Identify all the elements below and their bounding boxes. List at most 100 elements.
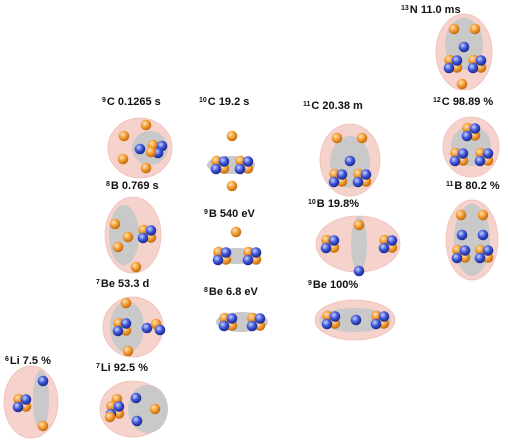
neutron-ball (467, 62, 479, 74)
proton-ball (475, 147, 486, 159)
neutron-ball (360, 169, 372, 180)
neutron-ball (321, 318, 333, 330)
neutron-ball (242, 156, 254, 167)
proton-ball (149, 403, 161, 415)
label-c10: 10C 19.2 s (199, 96, 250, 108)
nucleus-be7 (102, 296, 166, 358)
neutron-ball (353, 265, 365, 277)
label-be9: 9Be 100% (308, 279, 359, 291)
neutron-ball (474, 252, 486, 264)
proton-ball (118, 130, 130, 142)
proton-ball (117, 153, 129, 165)
nucleus-c12 (442, 116, 500, 178)
nucleus-be8 (216, 312, 268, 332)
neutron-ball (378, 311, 390, 322)
neutron-ball (336, 169, 348, 180)
proton-ball (477, 209, 489, 221)
neutron-ball (370, 318, 382, 330)
label-be7: 7Be 53.3 d (96, 278, 150, 290)
neutron-ball (320, 242, 332, 254)
neutron-ball (451, 55, 463, 66)
proton-ball (130, 261, 142, 273)
label-li7: 7Li 92.5 % (96, 362, 148, 374)
neutron-ball (451, 252, 463, 264)
nucleus-b8 (104, 196, 162, 274)
proton-ball (37, 420, 49, 432)
proton-ball (138, 224, 149, 236)
neutron-ball (386, 235, 398, 246)
nucleus-be9 (314, 299, 396, 341)
proton-ball (226, 180, 238, 192)
neutron-ball (218, 156, 230, 167)
neutron-ball (482, 245, 494, 256)
neutron-ball (456, 229, 468, 241)
neutron-ball (449, 155, 461, 167)
label-b9: 9B 540 eV (204, 208, 255, 220)
label-be8: 8Be 6.8 eV (204, 286, 258, 298)
neutron-ball (482, 148, 494, 159)
proton-ball (322, 310, 333, 322)
proton-ball (109, 218, 121, 230)
nucleus-c11 (319, 123, 381, 197)
proton-ball (106, 400, 117, 412)
neutron-ball (443, 62, 455, 74)
proton-ball (469, 23, 481, 35)
neutron-ball (218, 320, 230, 332)
neutron-ball (112, 325, 124, 337)
neutron-ball (212, 254, 224, 266)
neutron-ball (352, 176, 364, 188)
proton-ball (122, 345, 134, 357)
nucleus-c9 (107, 117, 173, 179)
neutron-ball (250, 247, 262, 258)
neutron-ball (37, 375, 49, 387)
neutron-ball (130, 392, 142, 404)
proton-ball (353, 168, 364, 180)
proton-ball (455, 209, 467, 221)
neutron-ball (113, 401, 125, 412)
neutron-ball (120, 318, 132, 329)
label-b10: 10B 19.8% (308, 198, 360, 210)
nucleus-li6 (3, 365, 59, 439)
neutron-ball (461, 130, 473, 142)
neutron-ball (469, 123, 481, 134)
label-b8: 8B 0.769 s (106, 180, 159, 192)
nucleus-b11 (445, 199, 499, 281)
neutron-ball (242, 254, 254, 266)
nucleus-b10 (315, 215, 401, 277)
neutron-ball (20, 394, 32, 405)
label-b11: 11B 80.2 % (446, 180, 500, 192)
proton-ball (448, 23, 460, 35)
neutron-ball (328, 176, 340, 188)
neutron-ball (378, 242, 390, 254)
proton-ball (145, 146, 157, 158)
proton-ball (219, 312, 230, 324)
neutron-ball (477, 229, 489, 241)
proton-ball (140, 162, 152, 174)
core-ellipse (128, 385, 168, 433)
proton-ball (140, 119, 152, 131)
proton-ball (468, 54, 479, 66)
proton-ball (230, 226, 242, 238)
neutron-ball (474, 155, 486, 167)
proton-ball (331, 132, 343, 144)
label-c9: 9C 0.1265 s (102, 96, 161, 108)
proton-ball (462, 122, 473, 134)
proton-ball (247, 312, 258, 324)
neutron-ball (12, 401, 24, 413)
proton-ball (371, 310, 382, 322)
neutron-ball (154, 324, 166, 336)
proton-ball (213, 246, 224, 258)
nucleus-b9 (212, 226, 262, 266)
proton-ball (226, 130, 238, 142)
neutron-ball (458, 41, 470, 53)
neutron-ball (145, 225, 157, 236)
proton-ball (450, 147, 461, 159)
proton-ball (444, 54, 455, 66)
proton-ball (120, 297, 132, 309)
proton-ball (13, 393, 24, 405)
proton-ball (321, 234, 332, 246)
proton-ball (112, 241, 124, 253)
neutron-ball (234, 163, 246, 175)
proton-ball (452, 244, 463, 256)
